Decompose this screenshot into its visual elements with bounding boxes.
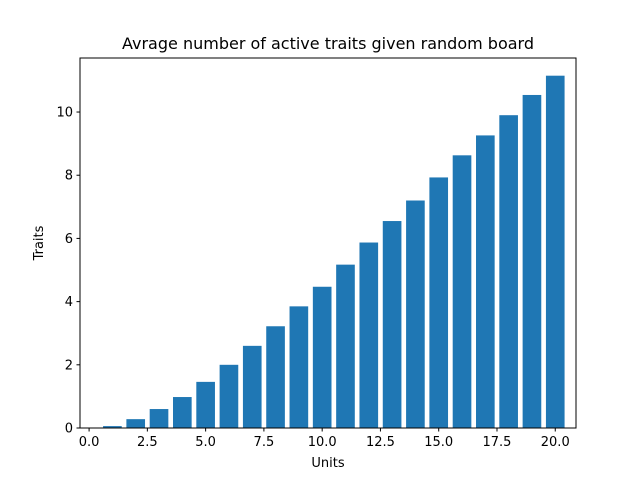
y-tick-label: 10 bbox=[56, 106, 73, 121]
x-tick-label: 20.0 bbox=[541, 435, 570, 450]
bar-units-11 bbox=[336, 264, 355, 428]
bar-units-19 bbox=[522, 94, 542, 428]
bar-units-13 bbox=[382, 221, 402, 428]
bar-units-17 bbox=[476, 135, 495, 428]
bar-units-9 bbox=[289, 306, 309, 428]
bar-units-5 bbox=[196, 381, 215, 428]
x-tick-label: 2.5 bbox=[137, 435, 158, 450]
y-axis-label: Traits bbox=[32, 225, 47, 261]
plot-frame bbox=[79, 57, 577, 429]
bar-units-18 bbox=[499, 115, 518, 429]
y-tick-label: 8 bbox=[65, 169, 73, 184]
bar-units-3 bbox=[149, 409, 169, 428]
y-tick-label: 0 bbox=[65, 422, 73, 437]
bar-units-14 bbox=[406, 200, 425, 428]
y-tick-label: 6 bbox=[65, 232, 73, 247]
bar-units-10 bbox=[312, 286, 332, 428]
y-tick-label: 2 bbox=[65, 358, 73, 373]
x-tick-label: 5.0 bbox=[195, 435, 216, 450]
bar-units-20 bbox=[545, 75, 565, 428]
bar-units-2 bbox=[126, 419, 146, 428]
x-axis-label: Units bbox=[311, 456, 344, 471]
bars-group bbox=[103, 75, 565, 429]
bar-units-12 bbox=[359, 242, 379, 428]
x-tick-label: 12.5 bbox=[366, 435, 395, 450]
bar-units-8 bbox=[266, 326, 285, 428]
x-axis-ticks: 0.0 2.5 5.0 7.5 10.0 12.5 15.0 17.5 20.0 bbox=[79, 428, 570, 450]
y-axis-ticks: 0 2 4 6 8 10 bbox=[56, 106, 80, 437]
x-tick-label: 0.0 bbox=[79, 435, 100, 450]
x-tick-label: 17.5 bbox=[483, 435, 512, 450]
bar-units-15 bbox=[429, 177, 449, 428]
bar-units-4 bbox=[173, 397, 192, 428]
x-tick-label: 7.5 bbox=[254, 435, 275, 450]
bar-units-7 bbox=[242, 345, 262, 428]
x-tick-label: 15.0 bbox=[424, 435, 453, 450]
bar-units-6 bbox=[219, 364, 239, 428]
bar-units-16 bbox=[452, 155, 472, 428]
x-tick-label: 10.0 bbox=[308, 435, 337, 450]
bar-units-1 bbox=[103, 426, 122, 428]
y-tick-label: 4 bbox=[65, 295, 73, 310]
chart-title: Avrage number of active traits given ran… bbox=[122, 34, 534, 53]
